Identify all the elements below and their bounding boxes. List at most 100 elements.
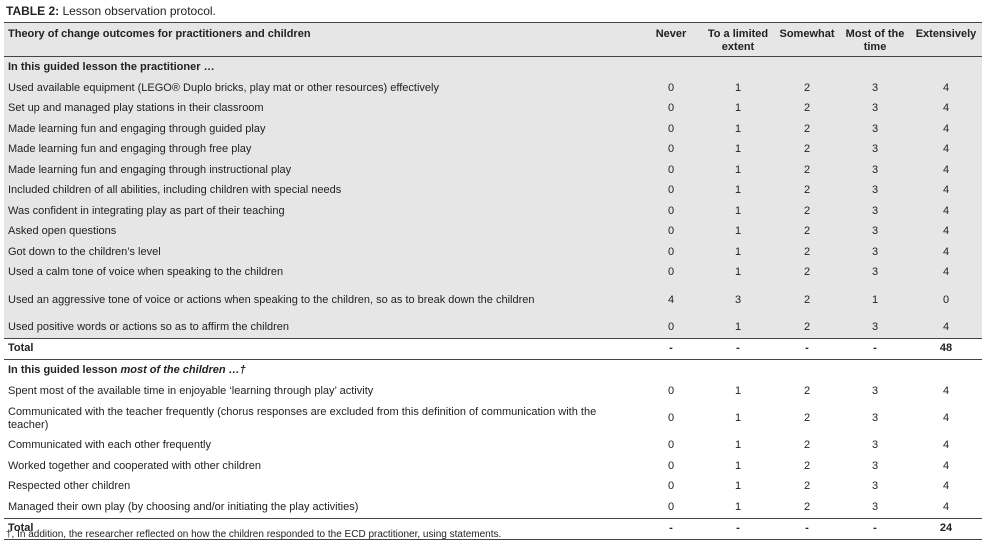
item-row: Communicated with each other frequently 0… — [4, 436, 982, 457]
score-cell: 0 — [640, 180, 702, 201]
score-cell: 4 — [910, 201, 982, 222]
total-cell: - — [702, 517, 774, 540]
score-cell: 1 — [702, 317, 774, 338]
score-cell: 1 — [702, 221, 774, 242]
score-cell: 4 — [640, 283, 702, 317]
score-cell: 1 — [734, 439, 742, 452]
item-label: Communicated with each other frequently — [8, 439, 211, 452]
score-cell: 0 — [640, 139, 702, 160]
total-cell: 24 — [910, 517, 982, 540]
total-cell: - — [774, 517, 840, 540]
section-heading-emphasis: most of the children …† — [120, 364, 246, 376]
score-cell: 4 — [910, 78, 982, 99]
item-row: Got down to the children’s level 0 1 2 3 4 — [4, 242, 982, 263]
total-label: Total — [4, 517, 640, 540]
score-cell: 2 — [774, 201, 840, 222]
score-cell: 2 — [803, 412, 811, 424]
score-cell: 3 — [840, 221, 910, 242]
score-cell: 2 — [774, 283, 840, 317]
score-cell: 2 — [774, 139, 840, 160]
score-cell: 3 — [840, 119, 910, 140]
score-cell: 1 — [734, 480, 742, 493]
score-cell: 1 — [840, 283, 910, 317]
score-cell: 0 — [640, 160, 702, 181]
column-header: Never — [640, 22, 702, 57]
item-label: Spent most of the available time in enjo… — [8, 384, 374, 397]
total-cell: - — [640, 517, 702, 540]
total-row: Total - - - -24 — [4, 517, 982, 540]
column-header: Theory of change outcomes for practition… — [4, 22, 640, 57]
score-cell: 4 — [942, 500, 950, 513]
item-row: Used an aggressive tone of voice or acti… — [4, 283, 982, 317]
score-cell: 2 — [803, 384, 811, 397]
score-cell: 2 — [774, 221, 840, 242]
section-heading-text: In this guided lesson the practitioner … — [8, 61, 215, 73]
score-cell: 3 — [840, 180, 910, 201]
score-cell: 1 — [702, 119, 774, 140]
item-row: Made learning fun and engaging through i… — [4, 160, 982, 181]
score-cell: 4 — [942, 439, 950, 452]
score-cell: 3 — [840, 78, 910, 99]
item-label: Made learning fun and engaging through g… — [4, 119, 640, 140]
score-cell: 2 — [803, 500, 811, 513]
item-label: Used available equipment (LEGO® Duplo br… — [4, 78, 640, 99]
score-cell: 4 — [910, 139, 982, 160]
score-cell: 2 — [803, 439, 811, 452]
item-label: Communicated with the teacher frequently… — [8, 405, 597, 431]
score-cell: 3 — [840, 139, 910, 160]
item-row: Managed their own play (by choosing and/… — [4, 497, 982, 518]
item-label: Respected other children — [8, 480, 131, 493]
total-cell: 48 — [910, 337, 982, 360]
score-cell: 2 — [774, 180, 840, 201]
header-row: Theory of change outcomes for practition… — [4, 22, 982, 57]
column-header: To a limited extent — [702, 22, 774, 57]
section-heading-text: In this guided lesson — [8, 364, 121, 376]
score-cell: 2 — [774, 98, 840, 119]
item-label: Worked together and cooperated with othe… — [8, 459, 261, 472]
score-cell: 1 — [702, 242, 774, 263]
total-cell: - — [840, 337, 910, 360]
score-cell: 3 — [871, 500, 879, 513]
item-row: Respected other children 0 1 2 3 4 — [4, 477, 982, 498]
score-cell: 0 — [640, 119, 702, 140]
score-cell: 0 — [640, 221, 702, 242]
score-cell: 0 — [640, 78, 702, 99]
item-label: Set up and managed play stations in thei… — [4, 98, 640, 119]
item-label: Included children of all abilities, incl… — [4, 180, 640, 201]
column-header: Most of the time — [840, 22, 910, 57]
score-cell: 1 — [702, 201, 774, 222]
score-cell: 1 — [734, 500, 742, 513]
score-cell: 3 — [871, 439, 879, 452]
item-row: Set up and managed play stations in thei… — [4, 98, 982, 119]
score-cell: 2 — [774, 119, 840, 140]
score-cell: 1 — [734, 459, 742, 472]
score-cell: 4 — [910, 262, 982, 283]
score-cell: 0 — [640, 242, 702, 263]
item-label: Used positive words or actions so as to … — [4, 317, 640, 338]
caption-text: Lesson observation protocol. — [62, 4, 216, 18]
score-cell: 1 — [702, 78, 774, 99]
score-cell: 4 — [910, 180, 982, 201]
score-cell: 0 — [667, 439, 675, 452]
section-heading: In this guided lesson the practitioner … — [4, 56, 982, 78]
item-row: Used positive words or actions so as to … — [4, 317, 982, 338]
item-label: Was confident in integrating play as par… — [4, 201, 640, 222]
item-row: Communicated with the teacher frequently… — [4, 402, 982, 436]
item-label: Made learning fun and engaging through f… — [4, 139, 640, 160]
protocol-table: Theory of change outcomes for practition… — [4, 22, 982, 540]
score-cell: 4 — [910, 242, 982, 263]
score-cell: 1 — [734, 412, 742, 424]
item-row: Worked together and cooperated with othe… — [4, 456, 982, 477]
total-cell: - — [640, 337, 702, 360]
item-row: Spent most of the available time in enjo… — [4, 381, 982, 402]
total-cell: - — [702, 337, 774, 360]
score-cell: 0 — [667, 500, 675, 513]
score-cell: 1 — [702, 139, 774, 160]
footnote: †, In addition, the researcher reflected… — [6, 529, 502, 540]
score-cell: 4 — [910, 221, 982, 242]
score-cell: 4 — [910, 98, 982, 119]
score-cell: 4 — [910, 317, 982, 338]
score-cell: 3 — [840, 317, 910, 338]
column-header: Somewhat — [774, 22, 840, 57]
